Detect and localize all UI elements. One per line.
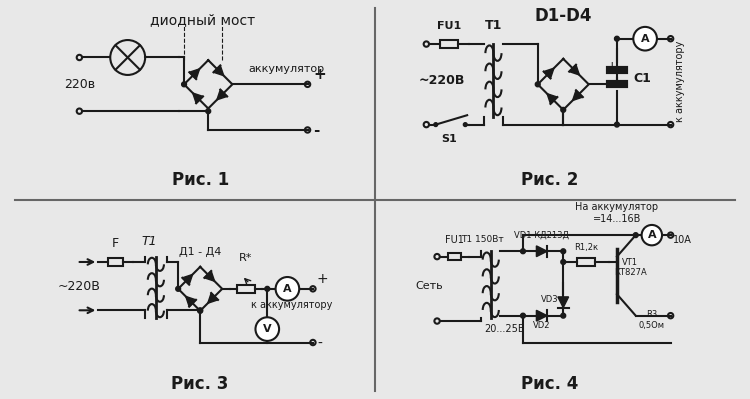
- Text: Рис. 1: Рис. 1: [172, 171, 229, 189]
- Text: к аккумулятору: к аккумулятору: [675, 41, 685, 122]
- Polygon shape: [214, 65, 223, 76]
- Circle shape: [206, 109, 211, 114]
- Text: к аккумулятору: к аккумулятору: [251, 300, 332, 310]
- Polygon shape: [558, 297, 568, 308]
- Circle shape: [614, 36, 620, 41]
- Circle shape: [614, 122, 620, 127]
- Text: T1: T1: [484, 19, 502, 32]
- Polygon shape: [547, 94, 557, 104]
- Circle shape: [614, 82, 620, 87]
- Polygon shape: [182, 275, 193, 284]
- Bar: [448, 253, 461, 261]
- Circle shape: [536, 82, 540, 87]
- Polygon shape: [186, 296, 196, 307]
- Circle shape: [176, 286, 181, 291]
- Circle shape: [633, 233, 638, 237]
- Polygon shape: [536, 246, 548, 257]
- Polygon shape: [217, 90, 227, 100]
- Text: V: V: [263, 324, 272, 334]
- Text: VD3: VD3: [541, 295, 559, 304]
- Bar: [237, 285, 255, 292]
- Polygon shape: [208, 293, 218, 303]
- Circle shape: [464, 123, 467, 126]
- Circle shape: [520, 249, 526, 254]
- Bar: [577, 258, 596, 266]
- Text: +: +: [606, 59, 616, 73]
- Circle shape: [561, 260, 566, 265]
- Text: VD2: VD2: [533, 321, 550, 330]
- Text: аккумулятор: аккумулятор: [248, 64, 325, 74]
- Text: На аккумулятор
=14...16В: На аккумулятор =14...16В: [575, 202, 658, 224]
- Circle shape: [256, 317, 279, 341]
- Text: T1 150Вт: T1 150Вт: [461, 235, 504, 244]
- Polygon shape: [189, 69, 200, 79]
- Text: D1-D4: D1-D4: [535, 7, 592, 25]
- Bar: [440, 40, 458, 48]
- Text: C1: C1: [633, 73, 651, 85]
- Text: диодный мост: диодный мост: [150, 13, 256, 27]
- Text: A: A: [283, 284, 292, 294]
- Text: VD1 КД213Д: VD1 КД213Д: [514, 231, 569, 240]
- Text: F: F: [112, 237, 119, 250]
- Text: +: +: [313, 67, 326, 82]
- Text: Д1 - Д4: Д1 - Д4: [179, 247, 221, 257]
- Text: R*: R*: [239, 253, 253, 263]
- Text: R1,2к: R1,2к: [574, 243, 598, 252]
- Text: ~220В: ~220В: [58, 280, 100, 292]
- Text: Рис. 2: Рис. 2: [521, 171, 578, 189]
- Text: 10А: 10А: [674, 235, 692, 245]
- Polygon shape: [572, 90, 583, 101]
- Text: -: -: [313, 123, 320, 138]
- Text: R3
0,5Ом: R3 0,5Ом: [639, 310, 664, 330]
- Text: ~220В: ~220В: [419, 74, 465, 87]
- Circle shape: [561, 107, 566, 112]
- Polygon shape: [204, 271, 214, 281]
- Text: T1: T1: [141, 235, 157, 247]
- Text: S1: S1: [441, 134, 457, 144]
- Circle shape: [433, 123, 437, 126]
- Polygon shape: [536, 310, 548, 321]
- Circle shape: [198, 308, 202, 313]
- Text: Рис. 4: Рис. 4: [521, 375, 578, 393]
- Text: VT1
КТ827А: VT1 КТ827А: [614, 258, 646, 277]
- Circle shape: [561, 249, 566, 254]
- Text: A: A: [640, 34, 650, 44]
- Bar: [108, 258, 124, 266]
- Circle shape: [641, 225, 662, 245]
- Circle shape: [182, 82, 187, 87]
- Circle shape: [633, 27, 657, 51]
- Text: 220в: 220в: [64, 78, 95, 91]
- Circle shape: [561, 313, 566, 318]
- Circle shape: [198, 308, 202, 313]
- Circle shape: [520, 313, 526, 318]
- Text: FU1: FU1: [445, 235, 464, 245]
- Polygon shape: [569, 65, 580, 75]
- Circle shape: [275, 277, 299, 300]
- Text: A: A: [647, 230, 656, 240]
- Text: Сеть: Сеть: [416, 281, 442, 291]
- Text: Рис. 3: Рис. 3: [172, 375, 229, 393]
- Circle shape: [265, 286, 270, 291]
- Text: FU1: FU1: [437, 21, 461, 31]
- Polygon shape: [193, 93, 203, 103]
- Text: -: -: [317, 337, 322, 351]
- Text: 20...25В: 20...25В: [484, 324, 524, 334]
- Text: +: +: [317, 273, 328, 286]
- Polygon shape: [544, 68, 554, 79]
